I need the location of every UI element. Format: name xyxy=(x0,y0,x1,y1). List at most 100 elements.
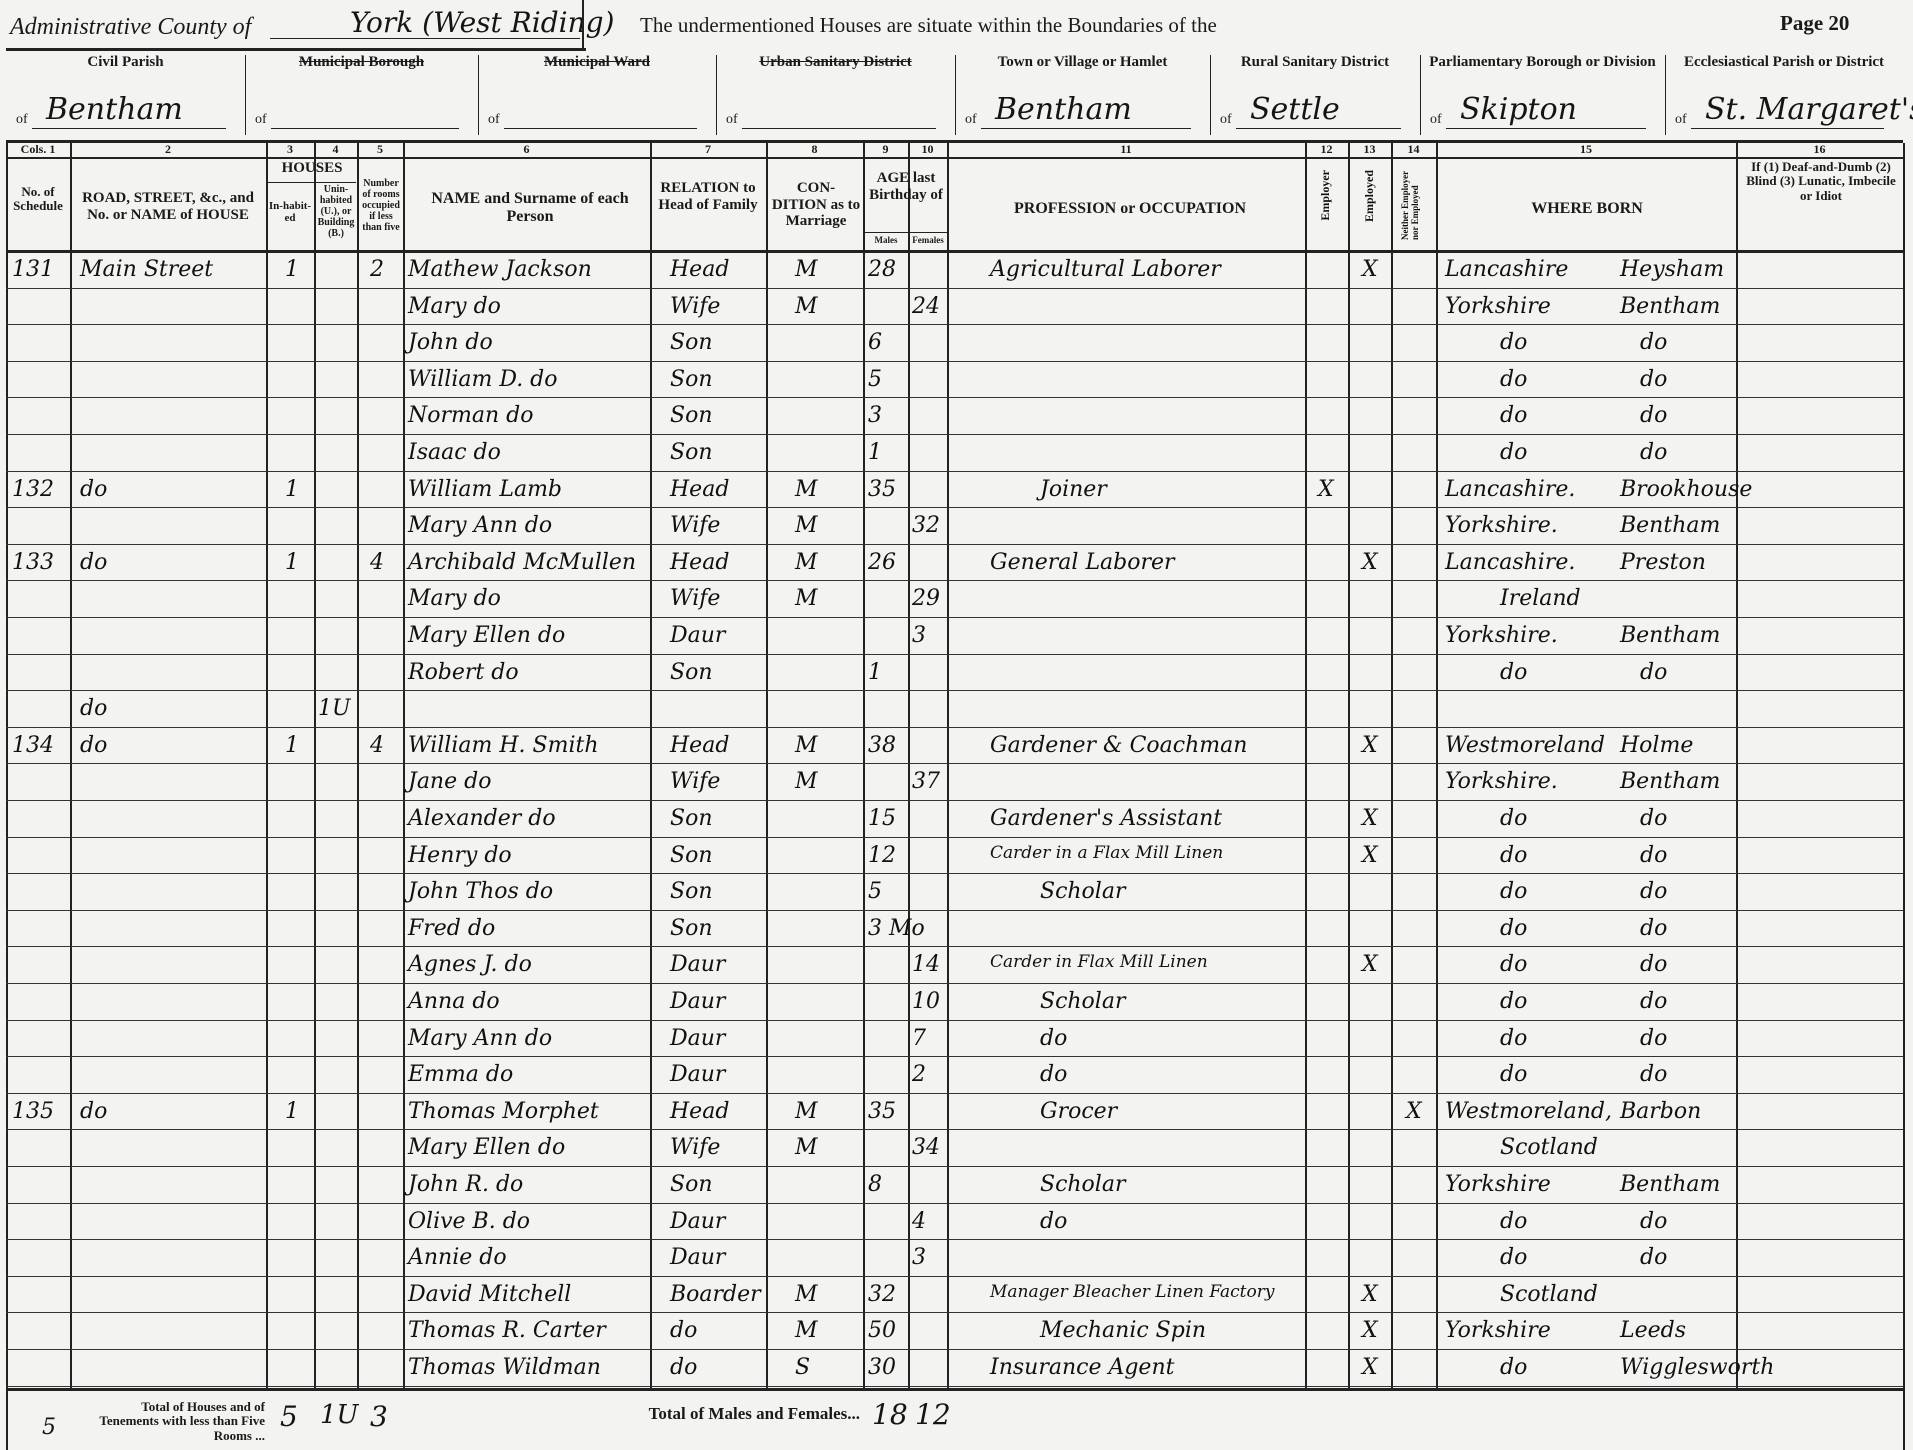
condition: M xyxy=(795,769,818,795)
employed-mark: X xyxy=(1362,549,1378,575)
occupation: Scholar xyxy=(1040,1172,1126,1197)
column-number: 14 xyxy=(1407,142,1420,156)
district-value: Skipton xyxy=(1460,92,1577,127)
born-place: Bentham xyxy=(1620,1172,1721,1197)
footer-uninhabited-total: 1U xyxy=(320,1400,359,1430)
footer-schedules-total: 5 xyxy=(42,1415,56,1440)
footer-inhabited-total: 5 xyxy=(280,1400,298,1433)
column-number: 8 xyxy=(811,142,818,156)
age-female: 2 xyxy=(912,1062,926,1088)
header-inhabited: In-habit-ed xyxy=(268,200,312,225)
condition: M xyxy=(795,1098,818,1124)
born-place: do xyxy=(1640,989,1668,1014)
column-number: 16 xyxy=(1813,142,1826,156)
occupation: Scholar xyxy=(1040,879,1126,905)
district-label: Parliamentary Borough or Division xyxy=(1429,54,1656,70)
born-county: do xyxy=(1500,1208,1528,1234)
relation: Head xyxy=(670,476,730,502)
table-row: Fred do Son 3 Mo do do xyxy=(0,912,1913,949)
born-county: do xyxy=(1500,440,1528,465)
table-row: 132 do 1 William Lamb Head M 35 Joiner X Lancashi… xyxy=(0,473,1913,510)
inhabited: 1 xyxy=(285,549,299,575)
person-name: Mary Ellen do xyxy=(408,623,566,648)
footer-persons-label: Total of Males and Females... xyxy=(648,1404,860,1423)
person-name: Anna do xyxy=(408,989,500,1014)
relation: Wife xyxy=(670,769,721,795)
born-place: do xyxy=(1640,366,1668,392)
employed-mark: X xyxy=(1362,806,1378,831)
road-name: do xyxy=(80,549,108,575)
relation: Son xyxy=(670,330,713,356)
table-row: Norman do Son 3 do do xyxy=(0,399,1913,436)
district-label: Municipal Ward xyxy=(544,54,650,70)
header-condition: CON-DITION as to Marriage xyxy=(771,180,861,229)
born-place: do xyxy=(1640,1245,1668,1271)
born-county: do xyxy=(1500,1245,1528,1271)
header-employer: Employer xyxy=(1318,170,1332,221)
age-male: 1 xyxy=(868,440,882,465)
district-value: Bentham xyxy=(46,92,183,127)
relation: Daur xyxy=(670,623,726,648)
born-place: do xyxy=(1640,440,1668,465)
column-number: 10 xyxy=(921,142,934,156)
table-row: 135 do 1 Thomas Morphet Head M 35 Grocer X Westmo… xyxy=(0,1095,1913,1132)
age-male: 35 xyxy=(868,476,896,502)
table-row: John do Son 6 do do xyxy=(0,326,1913,363)
occupation: do xyxy=(1040,1025,1068,1051)
born-place: do xyxy=(1640,806,1668,831)
age-female: 14 xyxy=(912,952,940,978)
district-label: Urban Sanitary District xyxy=(759,54,912,70)
relation: Head xyxy=(670,257,730,282)
table-row: Thomas R. Carter do M 50 Mechanic Spin X Yorks… xyxy=(0,1314,1913,1351)
born-county: Yorkshire. xyxy=(1445,623,1558,648)
person-name: Emma do xyxy=(408,1062,514,1088)
district-label: Municipal Borough xyxy=(298,54,425,70)
column-number: 6 xyxy=(523,142,530,156)
age-male: 1 xyxy=(868,659,882,685)
age-male: 12 xyxy=(868,842,896,868)
relation: Son xyxy=(670,806,713,831)
born-place: do xyxy=(1640,403,1668,429)
district-of: of xyxy=(16,112,28,127)
footer-rooms-total: 3 xyxy=(370,1400,388,1433)
occupation: Carder in Flax Mill Linen xyxy=(990,952,1208,973)
employed-mark: X xyxy=(1362,1318,1378,1344)
district-label: Town or Village or Hamlet xyxy=(997,54,1168,70)
schedule-number: 132 xyxy=(12,476,54,502)
born-county: do xyxy=(1500,915,1528,941)
employer-mark: X xyxy=(1318,476,1334,502)
occupation: do xyxy=(1040,1208,1068,1234)
person-name: Archibald McMullen xyxy=(408,549,637,575)
schedule-number: 133 xyxy=(12,549,54,575)
district-label: Civil Parish xyxy=(87,54,164,70)
table-row: Mary Ann do Wife M 32 Yorkshire. Bentham xyxy=(0,509,1913,546)
condition: M xyxy=(795,476,818,502)
inhabited: 1 xyxy=(285,732,299,758)
table-row: Mary Ellen do Wife M 34 Scotland xyxy=(0,1131,1913,1168)
relation: Son xyxy=(670,842,713,868)
person-name: Mary do xyxy=(408,293,501,319)
born-place: Bentham xyxy=(1620,623,1721,648)
born-county: Westmoreland xyxy=(1445,732,1606,758)
born-county: do xyxy=(1500,879,1528,905)
table-row: 131 Main Street 1 2 Mathew Jackson Head M 28 Agr… xyxy=(0,253,1913,290)
relation: Daur xyxy=(670,952,726,978)
table-row: Jane do Wife M 37 Yorkshire. Bentham xyxy=(0,765,1913,802)
person-name: Thomas R. Carter xyxy=(408,1318,606,1344)
person-name: Alexander do xyxy=(408,806,556,831)
district-of: of xyxy=(1675,112,1687,127)
header-neither: Neither Employer nor Employed xyxy=(1400,171,1420,240)
condition: M xyxy=(795,513,818,539)
born-county: do xyxy=(1500,989,1528,1014)
header-employed: Employed xyxy=(1362,170,1376,223)
age-male: 8 xyxy=(868,1172,882,1197)
column-number: 9 xyxy=(882,142,889,156)
age-male: 35 xyxy=(868,1098,896,1124)
table-row: John Thos do Son 5 Scholar do do xyxy=(0,875,1913,912)
relation: Son xyxy=(670,366,713,392)
born-place: Bentham xyxy=(1620,513,1721,539)
table-row: Emma do Daur 2 do do do xyxy=(0,1058,1913,1095)
column-number: 15 xyxy=(1580,142,1592,156)
table-row: William D. do Son 5 do do xyxy=(0,363,1913,400)
